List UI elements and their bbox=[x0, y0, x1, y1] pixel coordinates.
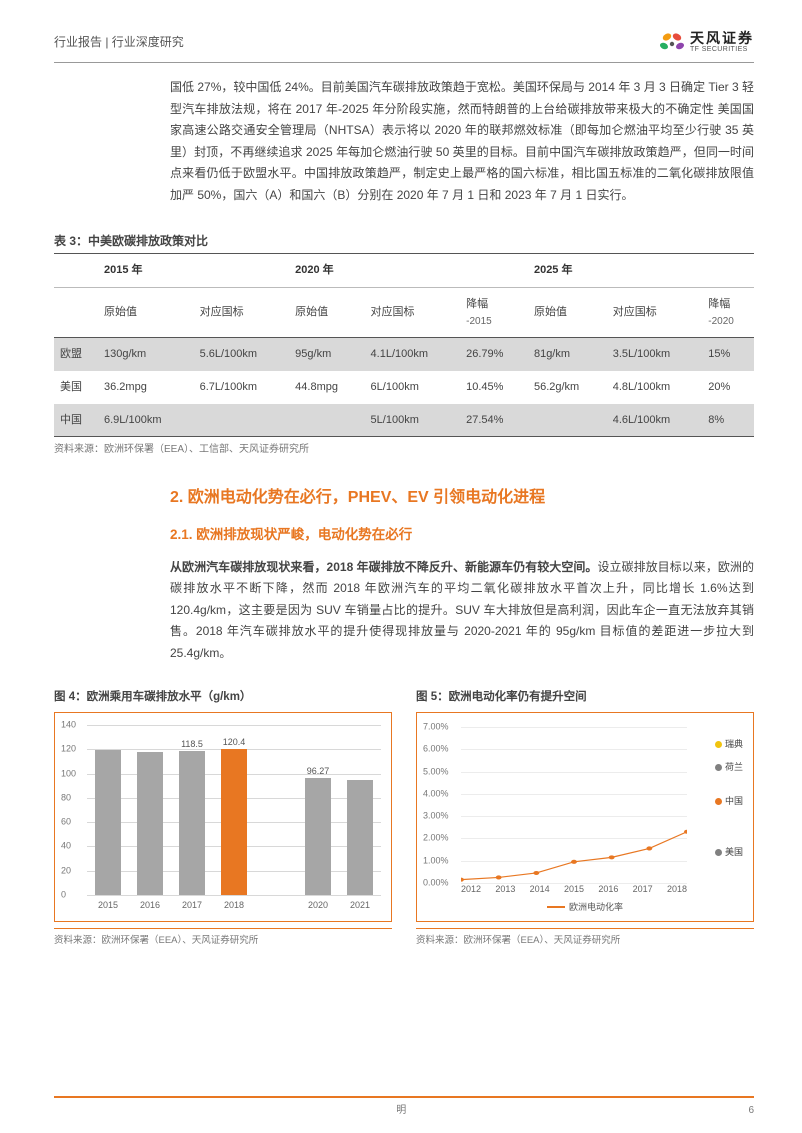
breadcrumb: 行业报告 | 行业深度研究 bbox=[54, 32, 184, 52]
table-subheader: 原始值 bbox=[289, 287, 364, 338]
legend-label: 荷兰 bbox=[715, 760, 743, 775]
logo-text-en: TF SECURITIES bbox=[690, 46, 754, 53]
table-cell: 95g/km bbox=[289, 338, 364, 371]
table-cell: 10.45% bbox=[460, 371, 528, 404]
table-cell: 56.2g/km bbox=[528, 371, 607, 404]
table-subheader: 对应国标 bbox=[365, 287, 461, 338]
chart5-title: 图 5：欧洲电动化率仍有提升空间 bbox=[416, 688, 754, 708]
bar: 118.5 bbox=[179, 751, 205, 895]
table-cell: 36.2mpg bbox=[98, 371, 194, 404]
logo-text-cn: 天风证券 bbox=[690, 31, 754, 46]
year-2025: 2025 年 bbox=[528, 253, 754, 287]
table-cell: 3.5L/100km bbox=[607, 338, 703, 371]
table-row-label: 中国 bbox=[54, 404, 98, 437]
table-cell: 130g/km bbox=[98, 338, 194, 371]
footer-center: 明 bbox=[396, 1102, 406, 1119]
para-rest: 设立碳排放目标以来，欧洲的碳排放水平不断下降，然而 2018 年欧洲汽车的平均二… bbox=[170, 560, 754, 660]
table-cell: 6L/100km bbox=[365, 371, 461, 404]
table-cell: 20% bbox=[702, 371, 754, 404]
table-row-label: 美国 bbox=[54, 371, 98, 404]
table-subheader: 对应国标 bbox=[607, 287, 703, 338]
chart4-bar-chart: 020406080100120140118.5120.496.272015201… bbox=[54, 712, 392, 922]
table-source: 资料来源：欧洲环保署（EEA）、工信部、天风证券研究所 bbox=[54, 441, 754, 458]
bar: 120.4 bbox=[221, 749, 247, 895]
intro-paragraph: 国低 27%，较中国低 24%。目前美国汽车碳排放政策趋于宽松。美国环保局与 2… bbox=[170, 77, 754, 207]
bar: 96.27 bbox=[305, 778, 331, 895]
year-2015: 2015 年 bbox=[98, 253, 289, 287]
table-cell bbox=[528, 404, 607, 437]
table-subheader: 降幅-2015 bbox=[460, 287, 528, 338]
para-lead: 从欧洲汽车碳排放现状来看，2018 年碳排放不降反升、新能源车仍有较大空间。 bbox=[170, 560, 597, 574]
bar bbox=[95, 750, 121, 895]
table-cell: 26.79% bbox=[460, 338, 528, 371]
table-cell: 4.8L/100km bbox=[607, 371, 703, 404]
policy-comparison-table: 2015 年 2020 年 2025 年 原始值对应国标原始值对应国标降幅-20… bbox=[54, 253, 754, 437]
section-heading-2-1: 2.1. 欧洲排放现状严峻，电动化势在必行 bbox=[170, 524, 754, 547]
table-cell: 5.6L/100km bbox=[194, 338, 290, 371]
table-subheader: 降幅-2020 bbox=[702, 287, 754, 338]
year-2020: 2020 年 bbox=[289, 253, 528, 287]
page-number: 6 bbox=[748, 1102, 754, 1119]
page-header: 行业报告 | 行业深度研究 天风证券 TF SECURITIES bbox=[54, 28, 754, 63]
logo-icon bbox=[658, 28, 686, 56]
table-subheader: 对应国标 bbox=[194, 287, 290, 338]
chart4-title: 图 4：欧洲乘用车碳排放水平（g/km） bbox=[54, 688, 392, 708]
company-logo: 天风证券 TF SECURITIES bbox=[658, 28, 754, 56]
page-footer: 明 6 bbox=[54, 1096, 754, 1119]
legend-label: 中国 bbox=[715, 794, 743, 809]
table-cell: 5L/100km bbox=[365, 404, 461, 437]
table-cell: 27.54% bbox=[460, 404, 528, 437]
table-subheader: 原始值 bbox=[528, 287, 607, 338]
table-cell bbox=[194, 404, 290, 437]
table-subheader: 原始值 bbox=[98, 287, 194, 338]
legend-label: 瑞典 bbox=[715, 737, 743, 752]
bar bbox=[137, 752, 163, 895]
table-cell bbox=[289, 404, 364, 437]
table-cell: 44.8mpg bbox=[289, 371, 364, 404]
table-caption: 表 3：中美欧碳排放政策对比 bbox=[54, 231, 754, 251]
legend-label: 美国 bbox=[715, 845, 743, 860]
table-cell: 8% bbox=[702, 404, 754, 437]
table-cell: 15% bbox=[702, 338, 754, 371]
section-heading-2: 2. 欧洲电动化势在必行，PHEV、EV 引领电动化进程 bbox=[170, 484, 754, 511]
chart5-source: 资料来源：欧洲环保署（EEA）、天风证券研究所 bbox=[416, 928, 754, 949]
table-cell: 81g/km bbox=[528, 338, 607, 371]
table-row-label: 欧盟 bbox=[54, 338, 98, 371]
chart4-source: 资料来源：欧洲环保署（EEA）、天风证券研究所 bbox=[54, 928, 392, 949]
section-paragraph: 从欧洲汽车碳排放现状来看，2018 年碳排放不降反升、新能源车仍有较大空间。设立… bbox=[170, 557, 754, 665]
table-cell: 4.6L/100km bbox=[607, 404, 703, 437]
table-cell: 4.1L/100km bbox=[365, 338, 461, 371]
table-cell: 6.7L/100km bbox=[194, 371, 290, 404]
chart5-line-chart: 0.00%1.00%2.00%3.00%4.00%5.00%6.00%7.00%… bbox=[416, 712, 754, 922]
bar bbox=[347, 780, 373, 895]
table-cell: 6.9L/100km bbox=[98, 404, 194, 437]
